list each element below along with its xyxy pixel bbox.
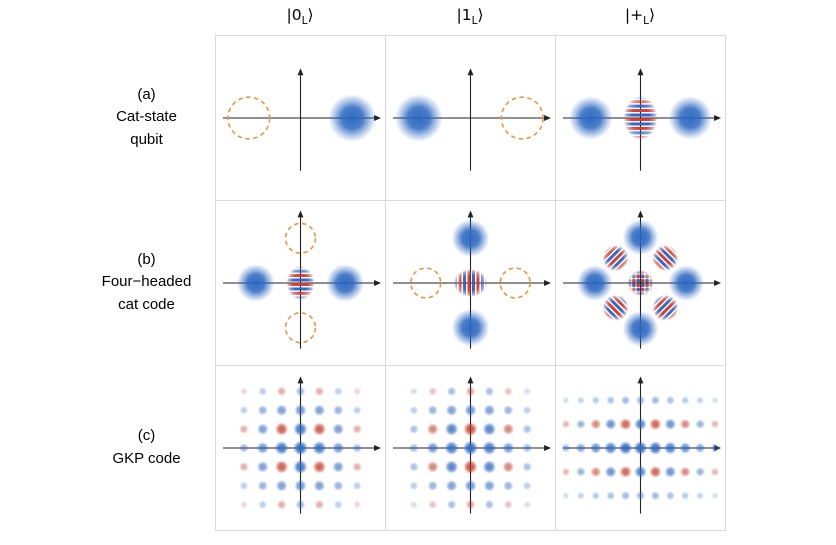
row-labels: (a) Cat-state qubit (b) Four−headed cat …: [0, 35, 215, 530]
panel-a-ket0: [216, 36, 386, 201]
row-name-line: GKP code: [112, 449, 181, 467]
wigner-plot: [562, 210, 722, 349]
panel-a-ket1: [386, 36, 556, 201]
ket-open: |: [286, 5, 292, 24]
wigner-plot: [222, 376, 382, 514]
panel-c-ketplus: [556, 366, 726, 531]
wigner-plot: [392, 68, 552, 171]
panel-c-ket0: [216, 366, 386, 531]
column-headers: |0L⟩ |1L⟩ |+L⟩: [215, 0, 726, 34]
panel-c-ket1: [386, 366, 556, 531]
wigner-plot: [222, 68, 382, 171]
panel-b-ketplus: [556, 201, 726, 366]
ket-close: ⟩: [477, 5, 484, 24]
ket-subscript: L: [301, 15, 308, 27]
ket-symbol: +: [630, 5, 644, 24]
row-tag: (a): [137, 85, 156, 103]
ket-close: ⟩: [649, 5, 656, 24]
wigner-plot: [392, 376, 552, 514]
wigner-plot: [222, 210, 382, 349]
row-name-line: cat code: [118, 295, 175, 313]
row-label-c: (c) GKP code: [0, 365, 215, 530]
ket-symbol: 1: [461, 5, 472, 24]
wigner-plot: [561, 376, 722, 514]
col-header-ket1: |1L⟩: [385, 6, 555, 34]
panel-a-ketplus: [556, 36, 726, 201]
col-header-ket0: |0L⟩: [215, 6, 385, 34]
row-name-line: Four−headed: [101, 273, 192, 291]
row-name-line: qubit: [130, 130, 163, 148]
panel-b-ket1: [386, 201, 556, 366]
row-name-line: Cat-state: [116, 108, 177, 126]
wigner-plot: [562, 68, 722, 171]
panel-grid: [215, 35, 726, 531]
row-tag: (b): [137, 250, 156, 268]
ket-open: |: [456, 5, 462, 24]
ket-subscript: L: [643, 15, 650, 27]
row-label-b: (b) Four−headed cat code: [0, 200, 215, 365]
ket-symbol: 0: [291, 5, 302, 24]
wigner-plot: [392, 210, 552, 349]
col-header-ketplus: |+L⟩: [555, 6, 725, 34]
panel-b-ket0: [216, 201, 386, 366]
row-label-a: (a) Cat-state qubit: [0, 35, 215, 200]
ket-close: ⟩: [307, 5, 314, 24]
ket-subscript: L: [471, 15, 478, 27]
row-tag: (c): [137, 427, 156, 444]
ket-open: |: [624, 5, 631, 24]
